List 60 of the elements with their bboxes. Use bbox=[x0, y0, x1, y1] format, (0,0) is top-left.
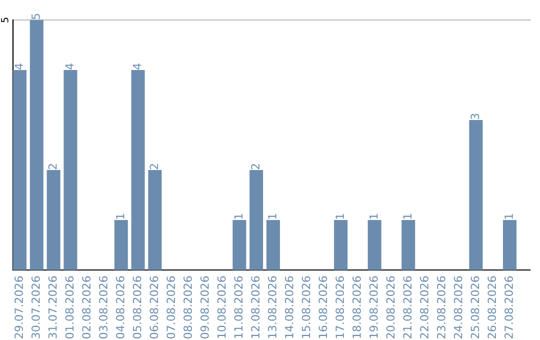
x-tick-label: 15.08.2026 bbox=[302, 276, 310, 338]
x-tick-label: 30.07.2026 bbox=[31, 276, 40, 338]
data-label: 1 bbox=[116, 214, 124, 219]
x-tick-label: 20.08.2026 bbox=[386, 276, 395, 338]
x-tick-label: 23.08.2026 bbox=[436, 276, 446, 338]
bar bbox=[148, 170, 162, 270]
x-tick-label: 22.08.2026 bbox=[420, 276, 428, 338]
data-label: 1 bbox=[336, 214, 344, 219]
bar bbox=[46, 170, 60, 270]
x-tick-label: 27.08.2026 bbox=[504, 276, 513, 338]
x-tick-label: 02.08.2026 bbox=[82, 276, 91, 338]
bar bbox=[250, 170, 264, 270]
data-label: 4 bbox=[14, 64, 23, 70]
bar bbox=[232, 220, 246, 270]
x-tick-label: 21.08.2026 bbox=[403, 276, 412, 338]
data-label: 1 bbox=[504, 214, 513, 219]
bar bbox=[368, 220, 382, 270]
data-label: 2 bbox=[48, 164, 57, 170]
x-tick-label: 19.08.2026 bbox=[369, 276, 378, 338]
data-label: 1 bbox=[370, 214, 378, 219]
bar bbox=[30, 20, 44, 270]
x-tick-label: 16.08.2026 bbox=[318, 276, 328, 338]
data-label: 3 bbox=[470, 114, 480, 120]
bar bbox=[469, 120, 483, 270]
x-tick-label: 26.08.2026 bbox=[488, 276, 496, 338]
x-tick-label: 06.08.2026 bbox=[150, 276, 158, 338]
x-tick-label: 08.08.2026 bbox=[184, 276, 192, 338]
data-label: 1 bbox=[234, 214, 242, 219]
x-tick-label: 04.08.2026 bbox=[116, 276, 124, 338]
x-tick-label: 09.08.2026 bbox=[200, 276, 209, 338]
data-label: 2 bbox=[150, 164, 158, 170]
x-tick-label: 24.08.2026 bbox=[454, 276, 462, 338]
x-tick-label: 29.07.2026 bbox=[14, 276, 23, 338]
x-tick-label: 03.08.2026 bbox=[99, 276, 108, 338]
x-tick-label: 13.08.2026 bbox=[268, 276, 276, 338]
bar bbox=[266, 220, 280, 270]
x-tick-label: 07.08.2026 bbox=[166, 276, 176, 338]
data-label: 1 bbox=[403, 214, 412, 219]
data-label: 5 bbox=[32, 14, 40, 20]
data-label: 4 bbox=[65, 64, 74, 70]
x-tick-label: 10.08.2026 bbox=[217, 276, 226, 338]
x-tick-label: 12.08.2026 bbox=[251, 276, 260, 338]
bar bbox=[502, 220, 516, 270]
x-tick-label: 25.08.2026 bbox=[470, 276, 480, 338]
bar bbox=[334, 220, 348, 270]
bar bbox=[64, 70, 78, 270]
x-tick-label: 18.08.2026 bbox=[352, 276, 361, 338]
x-tick-label: 11.08.2026 bbox=[234, 276, 243, 338]
x-tick-label: 17.08.2026 bbox=[336, 276, 344, 338]
bar bbox=[13, 70, 27, 270]
x-tick-label: 01.08.2026 bbox=[65, 276, 74, 338]
data-label: 2 bbox=[251, 164, 260, 170]
x-tick-label: 31.07.2026 bbox=[48, 276, 57, 338]
x-tick-label: 05.08.2026 bbox=[132, 276, 142, 338]
x-tick-label: 14.08.2026 bbox=[284, 276, 294, 338]
data-label: 1 bbox=[268, 214, 276, 219]
bar bbox=[131, 70, 145, 270]
data-label: 4 bbox=[132, 64, 142, 70]
bar bbox=[114, 220, 128, 270]
bar bbox=[402, 220, 416, 270]
